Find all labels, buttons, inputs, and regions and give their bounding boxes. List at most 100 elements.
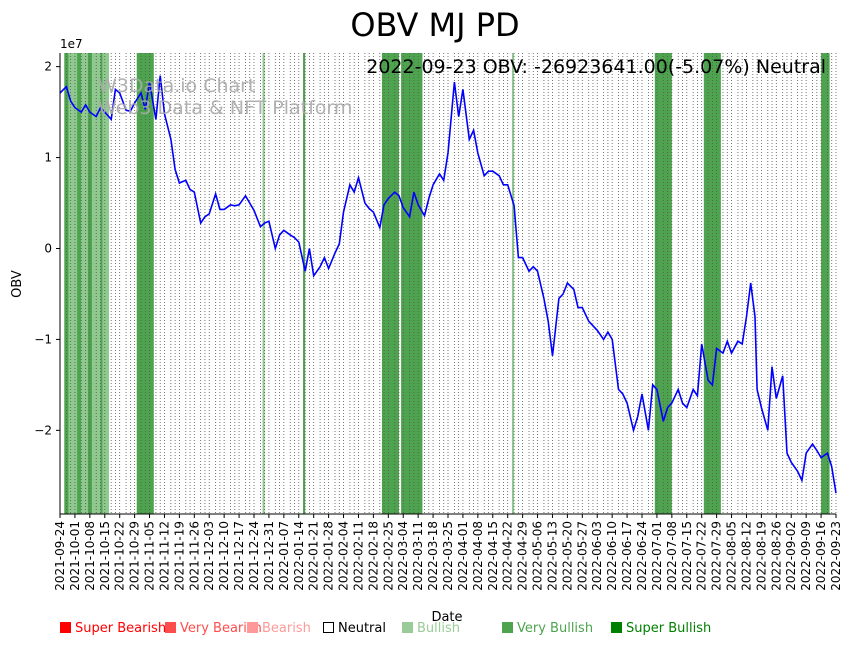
obv-series-line [59, 75, 837, 494]
signal-band [821, 53, 830, 514]
x-tick-label: 2022-01-14 [292, 521, 306, 591]
x-tick-label: 2022-03-04 [396, 521, 410, 591]
chart-subtitle: 2022-09-23 OBV: -26923641.00(-5.07%) Neu… [366, 56, 826, 78]
x-tick-label: 2022-07-22 [695, 521, 709, 591]
x-tick-label: 2022-07-01 [650, 521, 664, 591]
legend-item: Super Bullish [611, 621, 711, 636]
x-tick-label: 2021-10-15 [98, 521, 112, 591]
legend-swatch [165, 622, 176, 633]
signal-band [381, 53, 399, 514]
x-tick-label: 2022-04-29 [516, 521, 530, 591]
x-tick-label: 2021-11-26 [187, 521, 201, 591]
signal-legend: Super Bearish Very Bearish Bearish Neutral B… [60, 621, 840, 639]
x-tick-label: 2021-10-08 [83, 521, 97, 591]
x-tick-label: 2021-12-31 [262, 521, 276, 591]
legend-swatch [247, 622, 258, 633]
legend-item: Neutral [323, 621, 386, 636]
x-tick-label: 2022-05-06 [531, 521, 545, 591]
x-tick-label: 2022-03-11 [411, 521, 425, 591]
watermark-line-2: Web3 Data & NFT Platform [98, 97, 352, 119]
x-tick-label: 2022-01-28 [322, 521, 336, 591]
x-axis-ticks: 2021-09-24 2021-10-01 2021-10-08 2021-10-15… [53, 514, 843, 591]
legend-item: Bullish [402, 621, 460, 636]
watermark-line-1: W3Data.io Chart [98, 75, 255, 97]
x-tick-label: 2022-09-16 [814, 521, 828, 591]
x-tick-label: 2022-02-18 [366, 521, 380, 591]
legend-item: Very Bullish [502, 621, 593, 636]
y-tick-label: −1 [34, 332, 52, 346]
legend-label: Very Bearish [180, 621, 262, 636]
signal-band [77, 53, 82, 514]
legend-swatch [323, 622, 334, 633]
signal-band [511, 53, 515, 514]
y-tick-label: 1 [44, 151, 52, 165]
signal-band [100, 53, 103, 514]
x-tick-label: 2022-05-27 [575, 521, 589, 591]
legend-swatch [611, 622, 622, 633]
signal-band [91, 53, 101, 514]
x-tick-label: 2022-05-20 [560, 521, 574, 591]
x-tick-label: 2022-09-02 [784, 521, 798, 591]
x-tick-label: 2021-10-29 [128, 521, 142, 591]
legend-label: Super Bearish [75, 621, 167, 636]
x-tick-label: 2022-06-03 [590, 521, 604, 591]
x-tick-label: 2021-11-05 [143, 521, 157, 591]
chart-title: OBV MJ PD [350, 6, 519, 44]
legend-label: Bullish [417, 621, 461, 636]
legend-swatch [60, 622, 71, 633]
signal-band [401, 53, 423, 514]
x-tick-label: 2022-04-22 [501, 521, 515, 591]
x-tick-label: 2022-08-19 [754, 521, 768, 591]
x-tick-label: 2022-03-18 [426, 521, 440, 591]
legend-swatch [502, 622, 513, 633]
y-axis-label: OBV [10, 270, 25, 298]
signal-band [81, 53, 88, 514]
x-tick-label: 2022-08-05 [725, 521, 739, 591]
x-tick-label: 2022-01-07 [277, 521, 291, 591]
y-scale-label: 1e7 [60, 37, 83, 51]
x-tick-label: 2022-06-24 [635, 521, 649, 591]
x-tick-label: 2022-08-12 [739, 521, 753, 591]
x-tick-label: 2021-11-12 [157, 521, 171, 591]
legend-swatch [402, 622, 413, 633]
x-tick-label: 2022-03-25 [441, 521, 455, 591]
x-tick-label: 2021-12-03 [202, 521, 216, 591]
x-tick-label: 2022-02-11 [351, 521, 365, 591]
x-tick-label: 2021-12-24 [247, 521, 261, 591]
signal-band [262, 53, 265, 514]
x-tick-label: 2022-02-25 [381, 521, 395, 591]
x-tick-label: 2022-01-21 [307, 521, 321, 591]
x-tick-label: 2022-04-08 [471, 521, 485, 591]
x-tick-label: 2022-09-23 [829, 521, 843, 591]
legend-item: Very Bearish [165, 621, 262, 636]
x-tick-label: 2022-08-26 [769, 521, 783, 591]
x-tick-label: 2022-02-04 [337, 521, 351, 591]
x-tick-label: 2021-10-01 [68, 521, 82, 591]
x-tick-label: 2021-12-10 [217, 521, 231, 591]
signal-band [102, 53, 110, 514]
y-tick-label: −2 [34, 423, 52, 437]
x-tick-label: 2022-06-10 [605, 521, 619, 591]
legend-item: Super Bearish [60, 621, 166, 636]
signal-band [87, 53, 92, 514]
signal-band [64, 53, 69, 514]
x-tick-label: 2022-09-09 [799, 521, 813, 591]
signal-band [303, 53, 306, 514]
legend-label: Super Bullish [626, 621, 712, 636]
x-axis-label: Date [431, 610, 462, 625]
legend-item: Bearish [247, 621, 311, 636]
y-tick-label: 0 [44, 241, 52, 255]
x-tick-label: 2021-12-17 [232, 521, 246, 591]
y-tick-label: 2 [44, 60, 52, 74]
x-tick-label: 2022-04-01 [456, 521, 470, 591]
x-tick-label: 2021-11-19 [172, 521, 186, 591]
x-tick-label: 2022-06-17 [620, 521, 634, 591]
legend-label: Bearish [262, 621, 311, 636]
x-tick-label: 2021-09-24 [53, 521, 67, 591]
x-tick-label: 2022-07-15 [680, 521, 694, 591]
x-tick-label: 2021-10-22 [113, 521, 127, 591]
legend-label: Very Bullish [517, 621, 594, 636]
x-tick-label: 2022-05-13 [545, 521, 559, 591]
legend-label: Neutral [338, 621, 386, 636]
